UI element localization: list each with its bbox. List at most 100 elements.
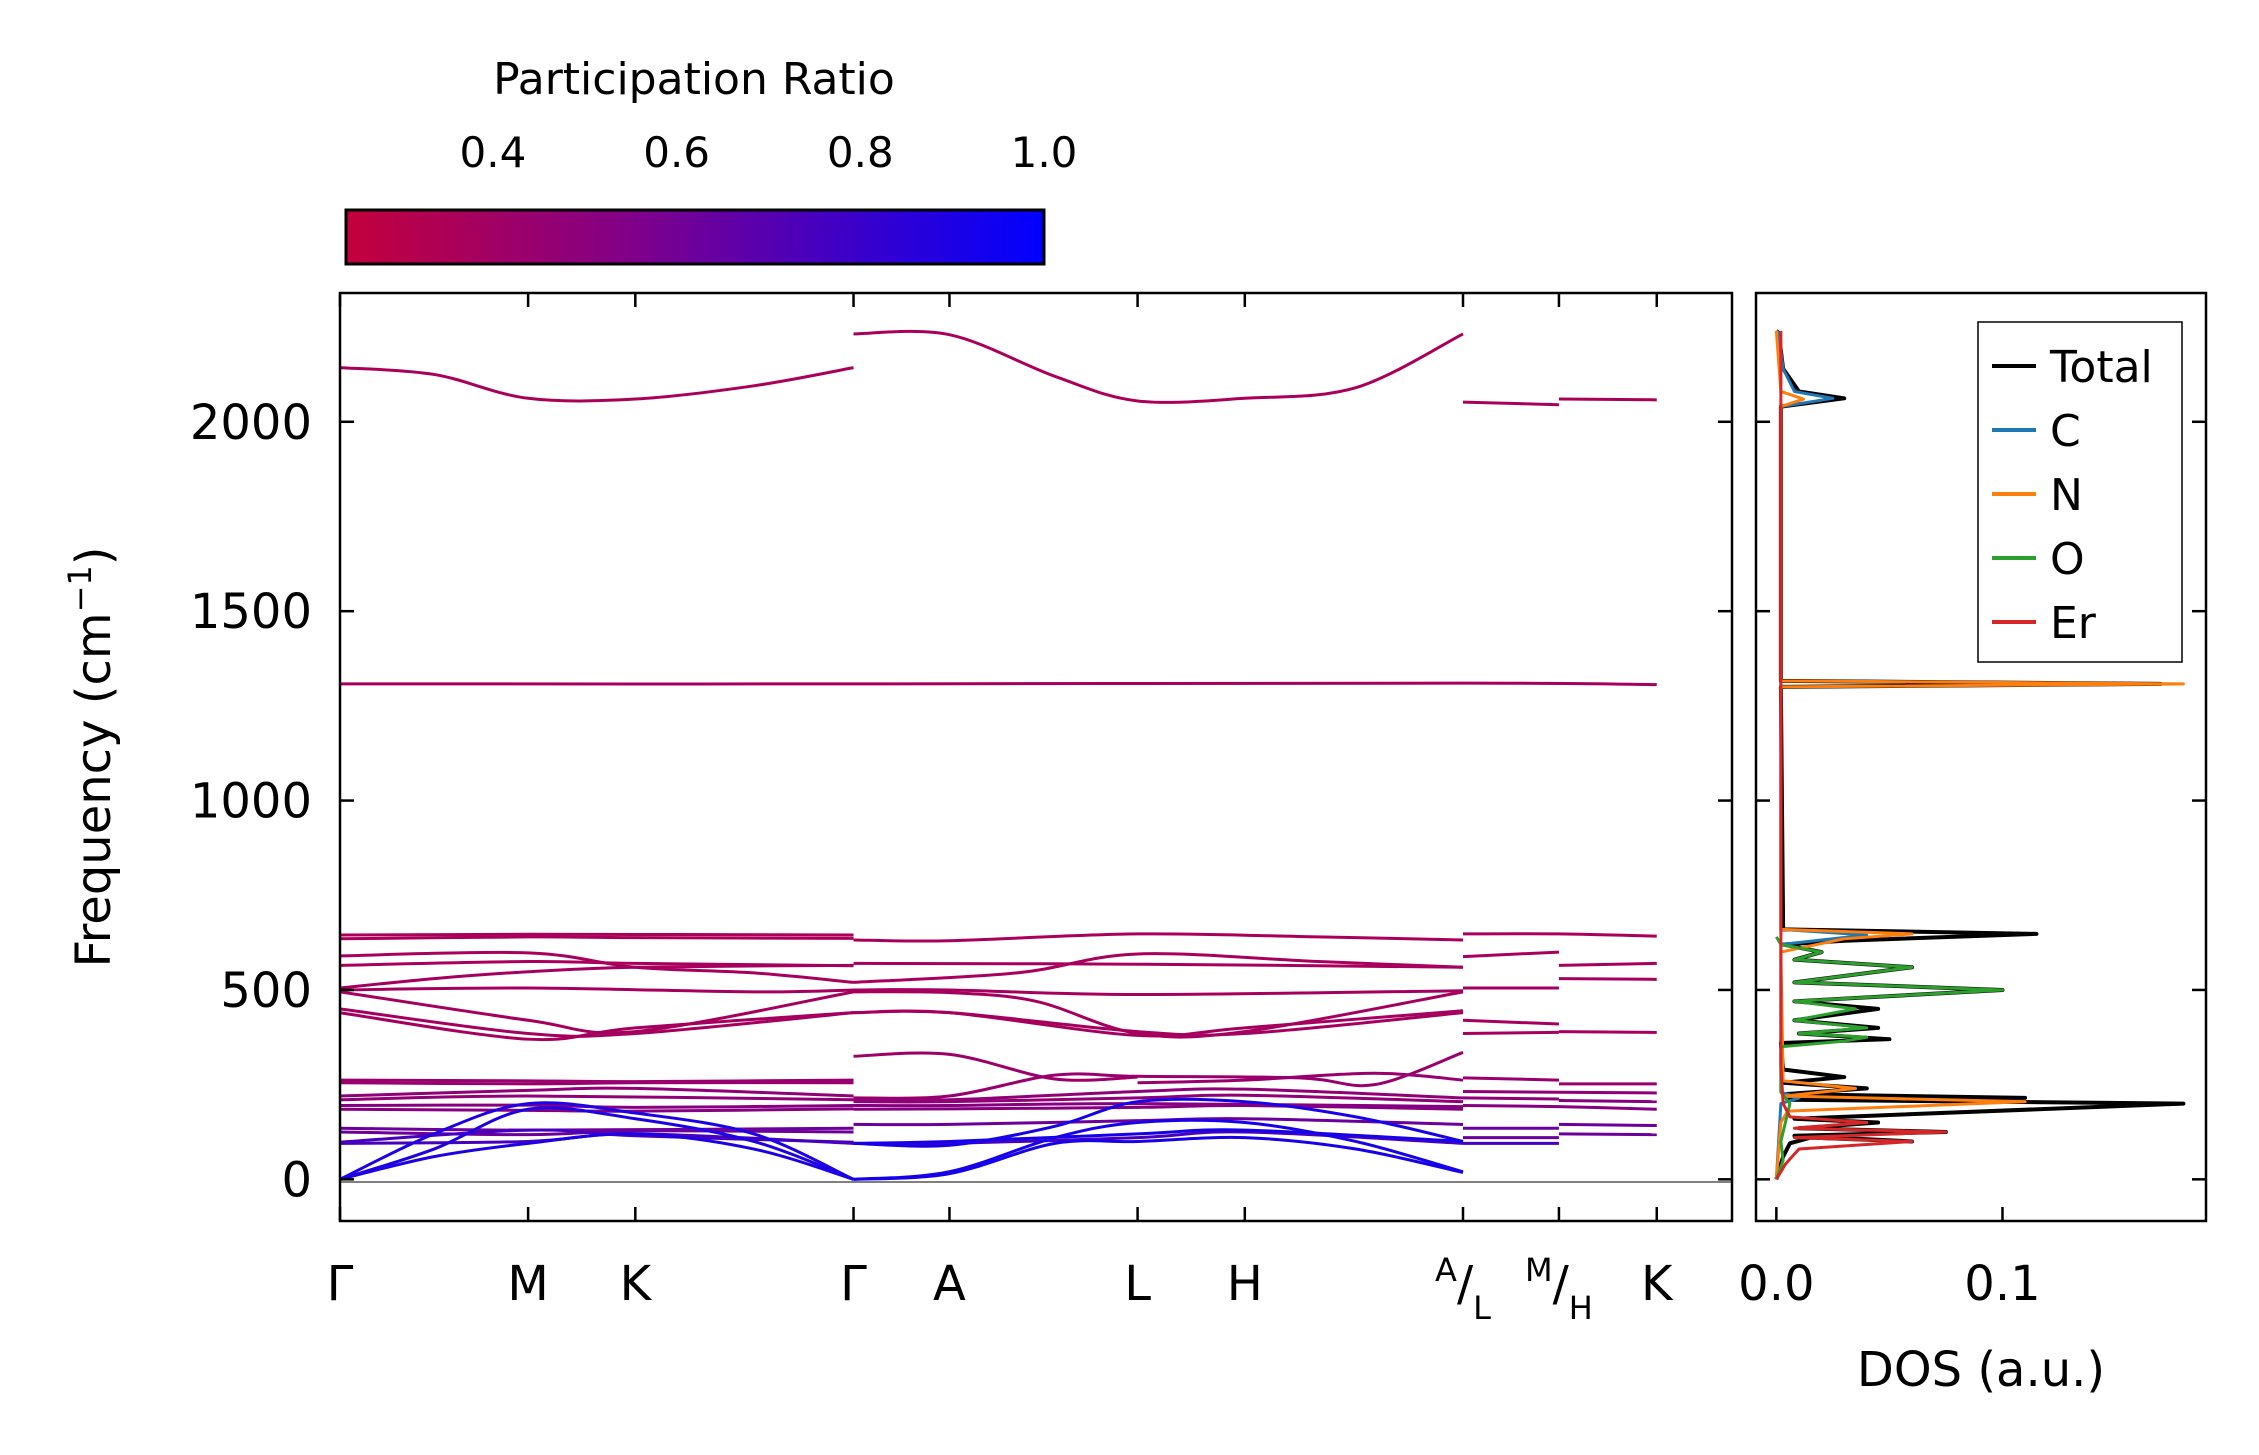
x-tick-label-sup: M: [1525, 1251, 1553, 1289]
y-tick-label: 1500: [190, 584, 312, 640]
legend-items: Total CNO Er: [1992, 342, 2153, 649]
phonon-band: [340, 1078, 854, 1084]
dos-plot-frame: [1754, 291, 2208, 1223]
phonon-band: [1463, 932, 1657, 938]
phonon-band: [853, 1051, 1138, 1082]
x-tick-label-sup: A: [1435, 1251, 1457, 1289]
phonon-band: [853, 1128, 1464, 1145]
phonon-band: [853, 1051, 1464, 1100]
x-tick-label-sub: H: [1569, 1289, 1593, 1327]
phonon-band: [1462, 400, 1559, 407]
colorbar: Participation Ratio 0.4 0.6 0.8 1.0: [344, 54, 1078, 266]
dos-x-axis-label: DOS (a.u.): [1857, 1342, 2105, 1398]
x-tick-label: K: [1641, 1256, 1674, 1312]
colorbar-tick-label: 0.6: [643, 128, 710, 177]
phonon-band: [853, 329, 1464, 404]
phonon-band: [1462, 1089, 1657, 1095]
dos-series-er: [1775, 330, 1948, 1181]
colorbar-gradient: [344, 208, 1046, 266]
y-tick-label: 500: [220, 963, 312, 1019]
phonon-band: [853, 1009, 1464, 1038]
phonon-band: [1137, 1071, 1464, 1085]
phonon-band: [853, 1118, 1464, 1181]
dos-axis-ticks: 0.0 0.1: [1738, 420, 2206, 1312]
y-axis-label-close: ): [66, 546, 122, 565]
phonon-band: [340, 1126, 854, 1132]
phonon-band: [1462, 1103, 1657, 1111]
dos-series-o: [1774, 936, 2004, 1180]
x-tick-label: A/L: [1435, 1251, 1491, 1327]
x-tick-label: H: [1227, 1256, 1263, 1312]
y-tick-label: 0: [281, 1152, 312, 1208]
x-tick-label-slash: /: [1553, 1256, 1570, 1312]
phonon-band: [1558, 1030, 1657, 1034]
phonon-band: [340, 932, 854, 937]
dos-legend: Total CNO Er: [1977, 321, 2183, 663]
phonon-band: [1462, 1096, 1559, 1101]
phonon-bands: [340, 329, 1657, 1181]
phonon-band: [1558, 1122, 1657, 1128]
x-tick-label: Γ: [327, 1256, 354, 1312]
dos-series-n: [1774, 330, 2185, 1180]
y-axis-label-sup: −1: [61, 565, 99, 612]
phonon-band: [1558, 397, 1657, 402]
dos-curves: [1774, 329, 2186, 1181]
y-axis-label: Frequency (cm−1): [61, 546, 122, 967]
phonon-band: [340, 366, 854, 403]
phonon-band: [340, 681, 1657, 687]
phonon-band: [853, 1135, 1464, 1181]
phonon-band: [853, 990, 1464, 1039]
phonon-band: [340, 1101, 855, 1181]
colorbar-tick-label: 0.8: [827, 128, 894, 177]
x-tick-label: M/H: [1525, 1251, 1593, 1327]
phonon-band: [1462, 1018, 1559, 1026]
x-tick-label: Γ: [840, 1256, 867, 1312]
colorbar-label: Participation Ratio: [493, 54, 895, 105]
x-tick-label-sub: L: [1473, 1289, 1491, 1327]
legend-label-n: N: [2050, 470, 2083, 521]
dos-series-c: [1774, 329, 1869, 1180]
phonon-band: [853, 1103, 1464, 1111]
phonon-band: [1462, 1076, 1559, 1082]
phonon-band: [853, 932, 1464, 943]
phonon-band: [340, 990, 854, 1035]
phonon-band: [340, 1107, 854, 1113]
phonon-band: [340, 1081, 854, 1086]
x-tick-label-slash: /: [1457, 1256, 1474, 1312]
x-tick-label: A: [933, 1256, 966, 1312]
phonon-band: [853, 952, 1464, 984]
phonon-band: [340, 1011, 854, 1042]
legend-label-er: Er: [2050, 598, 2097, 649]
dos-x-tick-label: 0.1: [1964, 1256, 2040, 1312]
y-tick-label: 1000: [190, 774, 312, 830]
x-tick-label: L: [1124, 1256, 1151, 1312]
phonon-band: [853, 961, 1464, 969]
colorbar-tick-label: 1.0: [1011, 128, 1078, 177]
dos-x-tick-label: 0.0: [1738, 1256, 1814, 1312]
phonon-band: [340, 1086, 854, 1098]
phonon-band: [1558, 1099, 1657, 1104]
phonon-band: [853, 1093, 1464, 1104]
legend-label-total: Total: [2049, 342, 2153, 393]
colorbar-tick-label: 0.4: [460, 128, 527, 177]
legend-label-c: C: [2050, 406, 2081, 457]
x-tick-label: M: [507, 1256, 548, 1312]
x-tick-label: K: [620, 1256, 653, 1312]
phonon-band: [1558, 977, 1657, 981]
phonon-band: [340, 1094, 854, 1102]
phonon-band: [853, 1102, 1464, 1109]
phonon-band: [853, 1130, 1464, 1146]
phonon-band: [853, 1087, 1464, 1102]
phonon-band: [340, 963, 854, 990]
phonon-band: [853, 988, 1464, 996]
phonon-band: [340, 1132, 854, 1181]
colorbar-ticks: 0.4 0.6 0.8 1.0: [460, 128, 1078, 226]
y-tick-label: 2000: [190, 395, 312, 451]
y-axis-ticks: 0 500 1000 1500 2000: [190, 395, 1732, 1208]
phonon-band: [1462, 950, 1560, 959]
dos-panel: 0.0 0.1 DOS (a.u.) Total CNO Er: [1738, 291, 2208, 1398]
legend-label-o: O: [2050, 534, 2085, 585]
band-plot-frame: [338, 291, 1734, 1223]
